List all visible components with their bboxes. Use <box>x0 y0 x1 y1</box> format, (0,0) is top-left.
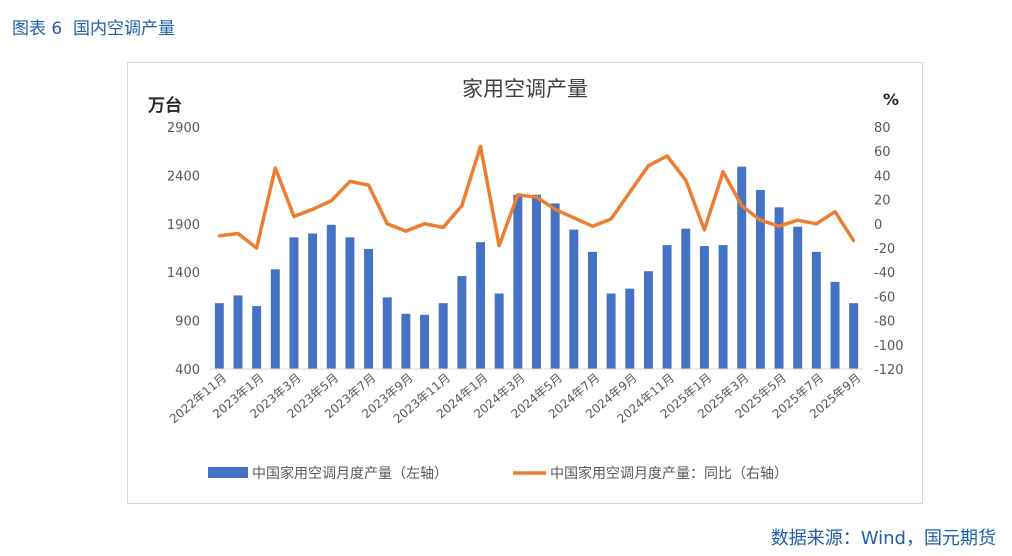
bar-mark <box>830 281 840 369</box>
yoy-point <box>796 218 800 222</box>
bar-mark <box>625 288 635 369</box>
left-axis-unit: 万台 <box>147 95 182 116</box>
bar-mark <box>494 293 504 369</box>
figure-caption: 图表 6 国内空调产量 <box>12 19 176 39</box>
yoy-point <box>497 244 501 248</box>
bar-mark <box>774 207 784 369</box>
bar-mark <box>476 242 486 369</box>
yoy-point <box>702 228 706 232</box>
right-tick-label: 20 <box>874 194 891 209</box>
right-tick-label: 80 <box>874 121 891 136</box>
bar-mark <box>401 313 411 369</box>
chart-title: 家用空调产量 <box>462 77 588 101</box>
yoy-point <box>646 164 650 168</box>
left-tick-label: 900 <box>175 315 200 330</box>
yoy-point <box>479 144 483 148</box>
yoy-point <box>572 216 576 220</box>
yoy-point <box>628 190 632 194</box>
bar-mark <box>718 245 728 369</box>
bar-mark <box>606 293 616 369</box>
yoy-point <box>833 210 837 214</box>
bar-mark <box>457 276 467 369</box>
yoy-point <box>217 234 221 238</box>
right-axis-unit: % <box>883 90 899 109</box>
bar-mark <box>587 251 597 369</box>
bar-mark <box>438 303 448 369</box>
yoy-point <box>740 204 744 208</box>
bar-mark <box>569 229 579 369</box>
bar-mark <box>793 226 803 369</box>
bar-mark <box>420 314 430 369</box>
yoy-point <box>255 246 259 250</box>
bar-mark <box>699 246 709 369</box>
yoy-point <box>311 207 315 211</box>
right-tick-label: -40 <box>874 266 895 281</box>
right-tick-label: -60 <box>874 290 895 305</box>
yoy-point <box>441 225 445 229</box>
right-tick-label: -20 <box>874 242 895 257</box>
yoy-point <box>721 170 725 174</box>
left-tick-label: 400 <box>175 363 200 378</box>
bar-mark <box>550 203 560 369</box>
bar-mark <box>755 189 765 369</box>
bar-mark <box>270 269 280 369</box>
right-tick-label: 60 <box>874 145 891 160</box>
bar-mark <box>289 237 299 369</box>
yoy-point <box>590 224 594 228</box>
bar-mark <box>643 271 653 369</box>
bar-mark <box>681 228 691 369</box>
left-tick-label: 1900 <box>167 218 200 233</box>
yoy-point <box>516 193 520 197</box>
left-tick-label: 1400 <box>167 266 200 281</box>
yoy-point <box>292 215 296 219</box>
yoy-point <box>423 222 427 226</box>
bar-mark <box>326 224 336 369</box>
bar-mark <box>532 194 541 369</box>
yoy-point <box>273 166 277 170</box>
bar-mark <box>811 251 821 369</box>
yoy-point <box>348 179 352 183</box>
yoy-point <box>609 217 613 221</box>
bar-mark <box>849 303 859 369</box>
chart-frame: 家用空调产量万台% 2900 2400 1900 1400 900 400 80 60 40 20 0… <box>127 62 923 504</box>
right-tick-label: -120 <box>874 363 904 378</box>
yoy-point <box>684 178 688 182</box>
legend-bar-label: 中国家用空调月度产量（左轴） <box>252 465 448 482</box>
legend-bar-swatch <box>208 467 248 478</box>
left-tick-label: 2900 <box>167 121 200 136</box>
yoy-point <box>852 239 856 243</box>
yoy-point <box>460 204 464 208</box>
yoy-point <box>404 229 408 233</box>
yoy-point <box>385 222 389 226</box>
legend-line-label: 中国家用空调月度产量：同比（右轴） <box>550 465 788 482</box>
bar-mark <box>382 297 392 369</box>
yoy-point <box>777 224 781 228</box>
yoy-point <box>367 183 371 187</box>
left-tick-label: 2400 <box>167 169 200 184</box>
bar-mark <box>308 233 318 369</box>
bar-mark <box>364 248 374 369</box>
right-tick-label: -80 <box>874 315 895 330</box>
yoy-point <box>814 222 818 226</box>
yoy-point <box>535 195 538 199</box>
bar-mark <box>513 194 523 369</box>
bar-mark <box>662 245 672 369</box>
yoy-point <box>553 207 557 211</box>
bar-mark <box>737 166 747 369</box>
bar-mark <box>252 306 262 369</box>
source-note: 数据来源：Wind，国元期货 <box>770 528 996 549</box>
yoy-point <box>758 218 762 222</box>
yoy-point <box>665 154 669 158</box>
bar-mark <box>233 295 243 369</box>
bar-mark <box>214 303 224 369</box>
right-tick-label: -100 <box>874 339 904 354</box>
yoy-point <box>236 231 240 235</box>
yoy-point <box>329 199 333 203</box>
bar-mark <box>345 237 355 369</box>
right-tick-label: 0 <box>874 218 882 233</box>
right-tick-label: 40 <box>874 169 891 184</box>
